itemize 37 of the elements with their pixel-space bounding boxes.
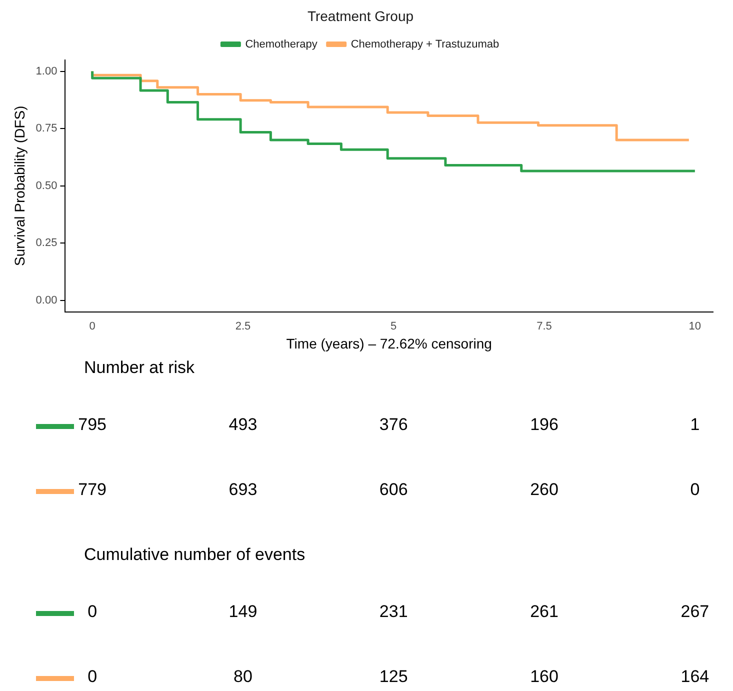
text: 260 — [529, 480, 560, 500]
text: 267 — [680, 602, 710, 622]
x-axis-title: Time (years) – 72.62% censoring — [286, 335, 492, 352]
text: 693 — [228, 480, 258, 500]
text: 80 — [232, 667, 254, 687]
text: 164 — [680, 667, 710, 687]
x-tick-label: 5 — [390, 320, 397, 333]
y-tick-label: 0.75 — [36, 122, 58, 135]
text: 160 — [529, 667, 560, 687]
legend-label: Chemotherapy + Trastuzumab — [350, 38, 500, 50]
y-tick-label: 1.00 — [36, 65, 58, 78]
text: 125 — [378, 667, 409, 687]
text: 261 — [529, 602, 560, 622]
text: 606 — [378, 480, 409, 500]
y-tick-label: 0.50 — [36, 180, 58, 192]
text: 149 — [228, 602, 258, 622]
text: Number at risk — [84, 358, 195, 378]
x-tick-label: 10 — [688, 320, 702, 333]
text: Cumulative number of events — [84, 545, 306, 565]
legend-label: Chemotherapy — [245, 38, 318, 50]
text: 493 — [228, 415, 258, 435]
x-tick-label: 0 — [89, 320, 96, 333]
x-tick-label: 2.5 — [235, 320, 251, 333]
text: 0 — [86, 602, 98, 622]
text: 231 — [378, 602, 409, 622]
x-tick-label: 7.5 — [536, 320, 552, 333]
text: 779 — [77, 480, 108, 500]
y-tick-label: 0.00 — [36, 294, 58, 307]
text: 376 — [378, 415, 409, 435]
text: 196 — [529, 415, 560, 435]
text: 795 — [77, 415, 108, 435]
text: 1 — [689, 415, 701, 435]
y-tick-label: 0.25 — [36, 237, 58, 250]
legend-title: Treatment Group — [307, 8, 414, 24]
text: 0 — [86, 667, 98, 687]
y-axis-title: Survival Probability (DFS) — [11, 106, 28, 266]
text: 0 — [689, 480, 701, 500]
